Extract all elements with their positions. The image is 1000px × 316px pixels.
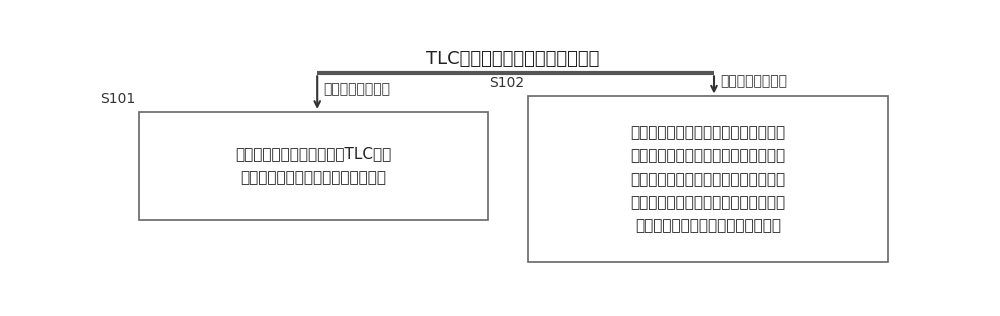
Text: 将数据流以第一方式存储到TLC芯片
固态硬盘中，以形成快速操作数据区: 将数据流以第一方式存储到TLC芯片 固态硬盘中，以形成快速操作数据区 [235, 147, 391, 185]
Bar [528, 96, 888, 262]
Text: 大于第一预设数值: 大于第一预设数值 [323, 82, 390, 96]
Text: 小于第一预设数值: 小于第一预设数值 [720, 74, 787, 88]
Text: S101: S101 [100, 92, 135, 106]
Bar [139, 112, 488, 220]
Text: S102: S102 [489, 76, 524, 90]
Text: 以快速操作数据区所在的硬盘区域为第
一区域，将第一区域中的热数据以第二
方式移动存储到剩余存储空间的第二区
域中，将第一区域中的冷数据以第三方
式移动存储到剩余: 以快速操作数据区所在的硬盘区域为第 一区域，将第一区域中的热数据以第二 方式移动… [631, 125, 786, 234]
Text: TLC芯片固态硬盘的剩余存储空间: TLC芯片固态硬盘的剩余存储空间 [426, 50, 599, 68]
